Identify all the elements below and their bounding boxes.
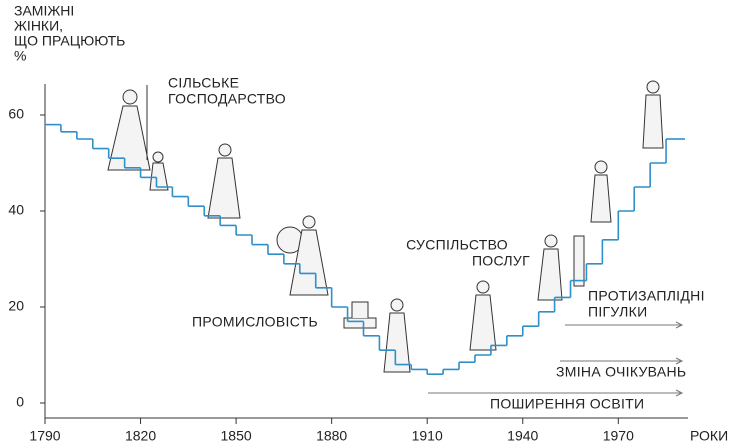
annotation: СІЛЬСЬКЕ [168, 75, 239, 91]
x-tick-label: 1910 [412, 428, 443, 444]
x-tick-label: 1940 [507, 428, 538, 444]
chart: ЗАМІЖНІЖІНКИ,ЩО ПРАЦЮЮТЬ% РОКИ 0 20 40 60 1790… [0, 0, 736, 446]
y-tick-label: 40 [8, 202, 24, 218]
figure-farmer [108, 85, 150, 170]
y-axis-label: % [14, 48, 26, 64]
y-tick-label: 20 [8, 298, 24, 314]
x-axis-label: РОКИ [690, 428, 728, 444]
figure-maid [208, 144, 240, 218]
x-tick-label: 1790 [29, 428, 60, 444]
annotation: ЗМІНА ОЧІКУВАНЬ [556, 364, 686, 380]
annotation: ПОСЛУГ [472, 253, 530, 269]
annotation: ГОСПОДАРСТВО [168, 91, 286, 107]
annotation: СУСПІЛЬСТВО [406, 237, 508, 253]
figure-sewing [344, 302, 376, 328]
annotation: ПІГУЛКИ [588, 304, 647, 320]
y-axis-label: ЗАМІЖНІ [14, 3, 74, 19]
y-tick-label: 0 [16, 394, 24, 410]
figure-office [591, 161, 611, 222]
y-axis-label: ЩО ПРАЦЮЮТЬ [14, 33, 125, 49]
x-tick-label: 1820 [125, 428, 156, 444]
y-tick-label: 60 [8, 106, 24, 122]
x-tick-label: 1850 [221, 428, 252, 444]
y-axis-label: ЖІНКИ, [14, 18, 63, 34]
annotation: ПРОТИЗАПЛІДНІ [588, 288, 705, 304]
figure-business [643, 81, 663, 148]
x-tick-label: 1970 [603, 428, 634, 444]
figure-scientist [538, 235, 584, 300]
annotation: ПРОМИСЛОВІСТЬ [192, 314, 318, 330]
figure-worker [384, 299, 410, 372]
figure-service [470, 281, 496, 350]
x-tick-label: 1880 [316, 428, 347, 444]
annotation: ПОШИРЕННЯ ОСВІТИ [490, 396, 644, 412]
figure-girl [150, 152, 168, 190]
